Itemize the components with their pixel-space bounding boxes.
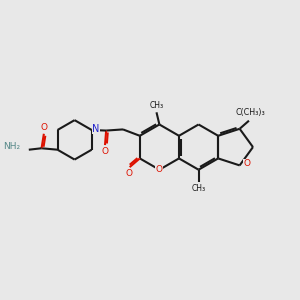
Text: O: O bbox=[40, 123, 47, 132]
Text: O: O bbox=[243, 159, 250, 168]
Text: O: O bbox=[126, 169, 133, 178]
Text: O: O bbox=[156, 165, 163, 174]
Text: NH₂: NH₂ bbox=[3, 142, 20, 151]
Text: N: N bbox=[92, 124, 99, 134]
Text: CH₃: CH₃ bbox=[191, 184, 206, 193]
Text: C(CH₃)₃: C(CH₃)₃ bbox=[236, 108, 265, 117]
Text: O: O bbox=[101, 147, 109, 156]
Text: CH₃: CH₃ bbox=[149, 101, 164, 110]
